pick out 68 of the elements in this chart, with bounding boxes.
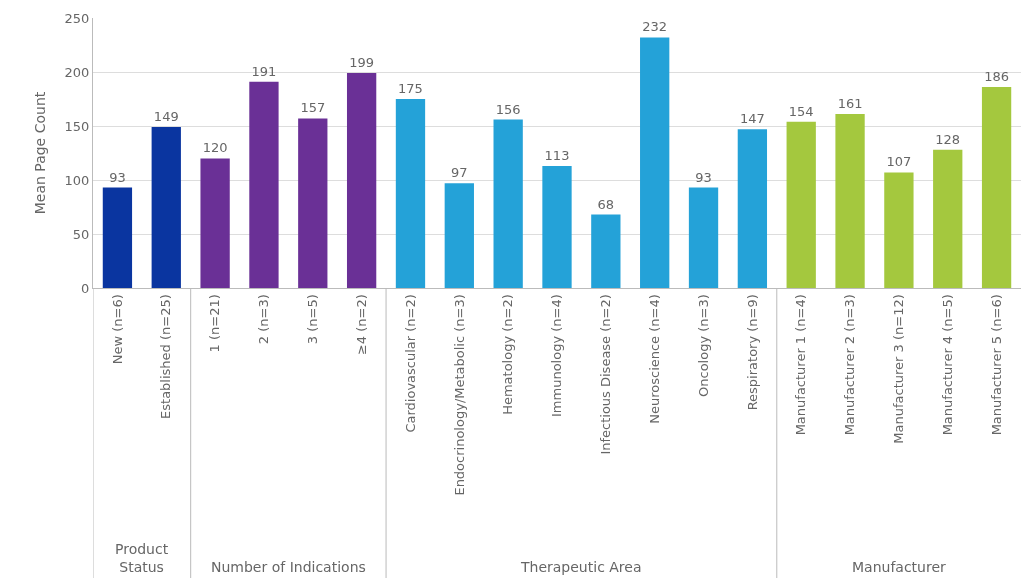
- x-tick-label: Endocrinology/Metabolic (n=3): [451, 294, 467, 496]
- text: Product Status: [115, 541, 169, 576]
- y-tick-label: 250: [64, 10, 90, 26]
- x-tick-label: Manufacturer 3 (n=12): [891, 294, 907, 444]
- data-label: 147: [739, 111, 765, 127]
- x-tick-label: Manufacturer 5 (n=6): [988, 294, 1004, 436]
- x-tick-label: Cardiovascular (n=2): [402, 294, 418, 433]
- text: Therapeutic Area: [520, 559, 642, 575]
- data-label: 154: [788, 103, 814, 119]
- data-label: 107: [886, 154, 912, 170]
- data-label: 97: [451, 165, 468, 181]
- bar: [542, 165, 572, 288]
- x-tick-label: Respiratory (n=9): [744, 294, 760, 411]
- x-tick-label: Manufacturer 4 (n=5): [939, 294, 955, 436]
- x-tick-label: 1 (n=21): [207, 294, 223, 353]
- x-tick-label: Infectious Disease (n=2): [598, 294, 614, 455]
- x-tick-label: Manufacturer 2 (n=3): [842, 294, 858, 436]
- x-tick-label: Oncology (n=3): [695, 294, 711, 397]
- data-label: 68: [597, 196, 615, 212]
- bar: [151, 127, 181, 288]
- y-tick-label: 100: [64, 172, 90, 188]
- y-tick-label: 50: [72, 226, 90, 242]
- bar: [591, 214, 621, 288]
- x-tick-label: New (n=6): [109, 294, 125, 365]
- x-tick-label: ≥4 (n=2): [353, 294, 369, 356]
- bar: [200, 158, 230, 288]
- data-label: 120: [202, 140, 228, 156]
- data-label: 93: [695, 169, 712, 185]
- bar: [640, 37, 670, 288]
- bar: [395, 99, 426, 288]
- bar: [249, 81, 279, 288]
- bar: [786, 121, 816, 288]
- bar: [884, 172, 914, 288]
- x-tick-label: 3 (n=5): [305, 294, 321, 345]
- bar: [444, 183, 474, 288]
- bar: [981, 87, 1012, 288]
- bar: [346, 73, 377, 288]
- data-label: 199: [349, 55, 375, 71]
- data-label: 232: [642, 19, 668, 35]
- y-tick-label: 200: [64, 64, 90, 80]
- data-label: 113: [544, 147, 570, 163]
- data-label: 161: [837, 96, 863, 112]
- data-label: 175: [398, 81, 423, 96]
- x-tick-label: Hematology (n=2): [500, 294, 516, 415]
- x-tick-label: 2 (n=3): [256, 294, 272, 345]
- x-tick-label: Neuroscience (n=4): [646, 294, 662, 424]
- bar: [298, 118, 328, 288]
- text: Manufacturer: [852, 559, 947, 575]
- data-label: 128: [935, 131, 961, 147]
- bar: [933, 149, 963, 288]
- data-label: 156: [495, 101, 521, 117]
- data-label: 186: [984, 69, 1009, 85]
- bar: [102, 187, 133, 288]
- data-label: 93: [109, 169, 126, 185]
- y-tick-label: 150: [64, 118, 90, 134]
- bar: [688, 187, 719, 288]
- x-tick-label: Manufacturer 1 (n=4): [793, 294, 809, 436]
- data-label: 149: [153, 109, 179, 125]
- y-axis-title: Mean Page Count: [32, 91, 49, 215]
- data-label: 157: [300, 100, 326, 116]
- x-tick-label: Immunology (n=4): [549, 294, 565, 417]
- x-tick-label: Established (n=25): [158, 294, 174, 419]
- bar: [493, 119, 523, 288]
- text: Number of Indications: [211, 559, 366, 575]
- data-label: 191: [251, 63, 277, 79]
- y-tick-label: 0: [81, 280, 90, 296]
- bar: [737, 129, 768, 288]
- bar: [835, 114, 865, 288]
